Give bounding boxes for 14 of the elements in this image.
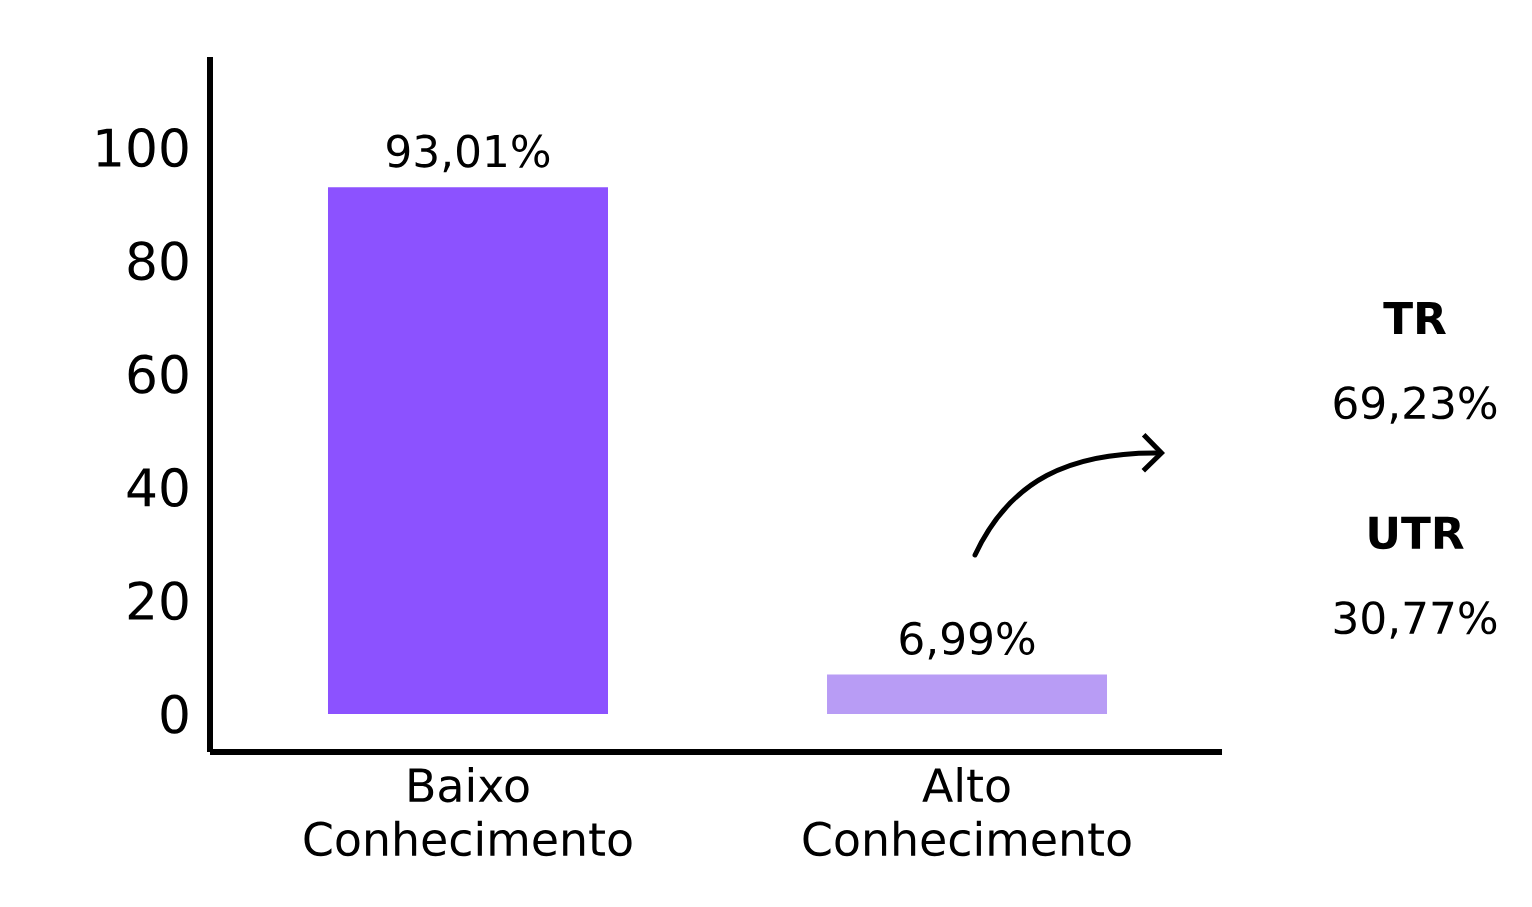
y-tick-label: 20 bbox=[128, 581, 188, 621]
y-tick-label: 60 bbox=[128, 354, 188, 394]
data-label: 6,99% bbox=[900, 621, 1035, 660]
x-tick-label: Baixo Conhecimento bbox=[304, 767, 632, 857]
data-label: 93,01% bbox=[387, 134, 550, 173]
y-tick-label: 100 bbox=[97, 128, 188, 168]
y-tick-label: 0 bbox=[161, 694, 188, 734]
y-tick-label: 40 bbox=[127, 467, 188, 508]
text: 30,77% bbox=[1334, 601, 1497, 639]
text: TR bbox=[1383, 302, 1446, 334]
text: UTR bbox=[1369, 516, 1464, 550]
x-tick-label: Alto Conhecimento bbox=[803, 767, 1131, 857]
y-tick-label: 80 bbox=[128, 241, 188, 281]
text: 69,23% bbox=[1334, 386, 1497, 424]
